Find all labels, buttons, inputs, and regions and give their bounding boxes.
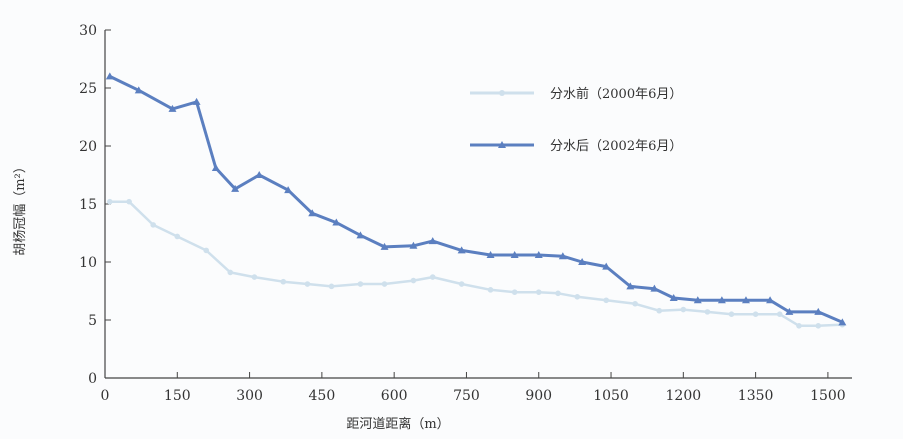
data-point bbox=[381, 281, 388, 287]
legend-label-series-2: 分水后（2002年6月） bbox=[550, 139, 682, 154]
y-tick-label: 30 bbox=[79, 23, 97, 39]
series-line bbox=[109, 75, 843, 324]
x-axis-title: 距河道距离（m） bbox=[346, 416, 449, 432]
x-tick-label: 0 bbox=[101, 388, 110, 404]
data-point bbox=[815, 323, 822, 329]
data-point bbox=[680, 306, 687, 313]
data-point bbox=[168, 104, 177, 112]
y-tick-label: 25 bbox=[79, 81, 97, 97]
data-point bbox=[251, 274, 258, 280]
x-tick-label: 900 bbox=[525, 388, 552, 404]
data-point bbox=[150, 222, 156, 228]
data-point bbox=[650, 284, 659, 292]
data-point bbox=[534, 251, 543, 259]
data-point bbox=[380, 242, 389, 250]
x-tick-label: 600 bbox=[381, 388, 408, 404]
data-point bbox=[766, 296, 775, 304]
data-point bbox=[632, 300, 638, 307]
data-point bbox=[752, 311, 759, 318]
data-point bbox=[511, 289, 518, 295]
data-point bbox=[741, 296, 750, 304]
legend: 分水前（2000年6月） 分水后（2002年6月） bbox=[470, 86, 682, 154]
x-tick-label: 300 bbox=[236, 388, 263, 404]
y-tick-label: 15 bbox=[79, 197, 97, 213]
y-tick-label: 5 bbox=[88, 313, 97, 329]
data-point bbox=[487, 287, 494, 293]
series-line bbox=[109, 200, 843, 328]
data-point bbox=[328, 283, 335, 290]
data-point bbox=[656, 307, 663, 314]
data-point bbox=[693, 296, 702, 304]
data-point bbox=[717, 296, 726, 304]
data-point bbox=[535, 289, 542, 295]
data-point bbox=[227, 269, 234, 276]
legend-marker-series-2 bbox=[498, 141, 506, 148]
data-point bbox=[192, 97, 201, 105]
data-point bbox=[134, 86, 143, 94]
data-point bbox=[429, 274, 436, 280]
y-axis-title: 胡杨冠幅（m²） bbox=[13, 160, 28, 256]
data-point bbox=[574, 294, 581, 300]
data-point bbox=[203, 247, 210, 254]
data-point bbox=[602, 262, 611, 270]
data-point bbox=[174, 233, 181, 240]
series-2 bbox=[105, 72, 847, 326]
y-tick-label: 20 bbox=[79, 139, 97, 155]
data-point bbox=[231, 184, 240, 192]
data-point bbox=[510, 251, 519, 259]
x-tick-label: 150 bbox=[164, 388, 191, 404]
data-point bbox=[280, 278, 287, 285]
x-tick-label: 450 bbox=[309, 388, 336, 404]
data-point bbox=[814, 307, 823, 315]
data-point bbox=[105, 72, 114, 80]
data-point bbox=[357, 281, 364, 287]
legend-label-series-1: 分水前（2000年6月） bbox=[550, 86, 682, 102]
data-point bbox=[626, 282, 635, 290]
data-point bbox=[555, 290, 561, 297]
x-tick-label: 1500 bbox=[810, 388, 846, 404]
data-point bbox=[728, 311, 735, 318]
x-tick-label: 1350 bbox=[738, 388, 774, 404]
x-tick-label: 1050 bbox=[593, 388, 629, 404]
data-point bbox=[785, 307, 794, 315]
data-point bbox=[669, 293, 678, 301]
data-point bbox=[578, 258, 587, 265]
y-tick-label: 0 bbox=[88, 371, 97, 387]
data-point bbox=[308, 209, 317, 217]
data-point bbox=[284, 186, 293, 194]
data-point bbox=[410, 277, 417, 284]
legend-marker-series-1 bbox=[499, 90, 505, 96]
data-point bbox=[332, 218, 341, 226]
data-point bbox=[428, 237, 437, 245]
data-point bbox=[107, 198, 113, 205]
x-tick-label: 1200 bbox=[666, 388, 702, 404]
data-point bbox=[255, 171, 264, 178]
data-point bbox=[356, 231, 365, 239]
data-point bbox=[796, 323, 802, 329]
data-point bbox=[458, 281, 465, 287]
data-point bbox=[558, 252, 567, 260]
y-tick-label: 10 bbox=[79, 255, 97, 271]
data-point bbox=[704, 309, 711, 315]
x-tick-label: 750 bbox=[453, 388, 480, 404]
data-point bbox=[776, 311, 783, 318]
data-point bbox=[211, 164, 220, 172]
data-point bbox=[409, 241, 418, 249]
data-point bbox=[457, 246, 466, 254]
data-point bbox=[126, 198, 132, 205]
data-point bbox=[838, 318, 847, 326]
data-point bbox=[486, 251, 495, 259]
data-point bbox=[603, 297, 610, 304]
series-1 bbox=[107, 198, 846, 329]
data-point bbox=[304, 281, 311, 287]
